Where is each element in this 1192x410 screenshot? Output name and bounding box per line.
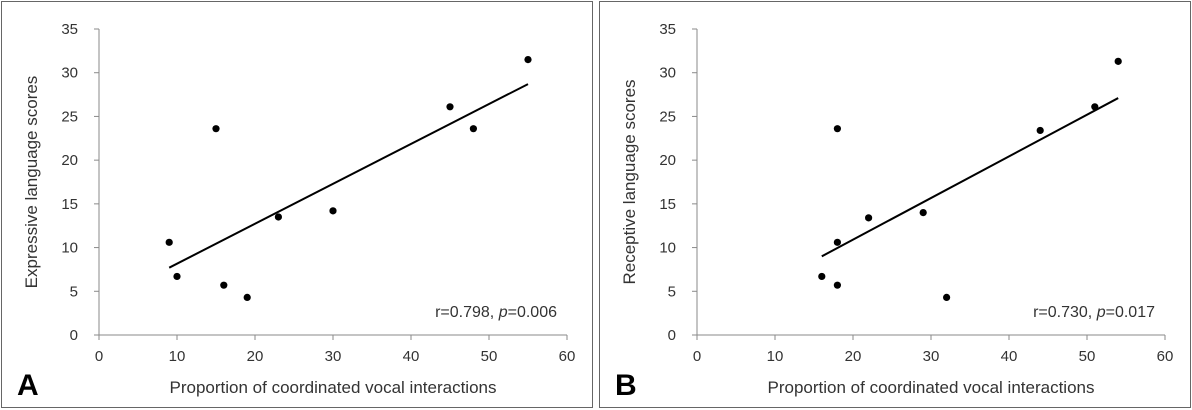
- x-axis-title: Proportion of coordinated vocal interact…: [768, 378, 1095, 397]
- x-axis-title: Proportion of coordinated vocal interact…: [170, 378, 497, 397]
- panel-label: A: [17, 369, 39, 402]
- y-tick-label: 15: [659, 196, 676, 213]
- data-point: [274, 213, 282, 221]
- y-tick-label: 0: [70, 327, 78, 344]
- data-point: [1036, 126, 1044, 135]
- y-tick-label: 5: [668, 283, 676, 300]
- data-point: [833, 125, 841, 133]
- scatter-plot-b: 0 5 10 15 20 25 30 35 0 10 20 30 40 50 60 Proportion of…: [615, 21, 1174, 402]
- x-tick-label: 50: [1079, 348, 1096, 365]
- chart-panel-a: 0 5 10 15 20 25 30 35 0 10 20 30 40 50 60 Proportion of…: [1, 1, 593, 408]
- data-point: [469, 125, 477, 133]
- correlation-annotation: r=0.798, p=0.006: [435, 304, 557, 321]
- y-tick-label: 30: [61, 65, 78, 82]
- annotation-p-symbol: p: [1096, 304, 1106, 321]
- y-axis-title: Expressive language scores: [22, 76, 41, 289]
- annotation-p-symbol: p: [498, 304, 508, 321]
- data-point: [243, 293, 251, 302]
- y-tick-label: 30: [659, 65, 676, 82]
- x-tick-label: 40: [403, 348, 420, 365]
- x-tick-label: 50: [481, 348, 498, 365]
- correlation-annotation: r=0.730, p=0.017: [1033, 304, 1155, 321]
- scatter-plot-a: 0 5 10 15 20 25 30 35 0 10 20 30 40 50 60 Proportion of…: [17, 21, 576, 402]
- annotation-prefix: r=0.730,: [1033, 304, 1097, 321]
- x-tick-label: 30: [923, 348, 940, 365]
- data-point: [919, 209, 927, 217]
- data-point: [220, 281, 228, 289]
- x-tick-label: 10: [767, 348, 784, 365]
- data-point: [212, 125, 220, 133]
- data-point: [865, 214, 873, 222]
- regression-line: [821, 97, 1119, 258]
- y-tick-label: 20: [61, 152, 78, 169]
- x-tick-label: 20: [845, 348, 862, 365]
- y-tick-label: 10: [61, 240, 78, 257]
- x-tick-label: 60: [559, 348, 576, 365]
- y-tick-label: 20: [659, 152, 676, 169]
- x-tick-label: 40: [1001, 348, 1018, 365]
- annotation-suffix: =0.006: [508, 304, 557, 321]
- x-tick-label: 60: [1157, 348, 1174, 365]
- regression-line: [168, 83, 529, 269]
- data-point: [943, 293, 951, 302]
- y-tick-label: 5: [70, 283, 78, 300]
- y-tick-label: 10: [659, 240, 676, 257]
- data-point: [833, 281, 841, 289]
- y-tick-label: 0: [668, 327, 676, 344]
- x-tick-label: 0: [95, 348, 103, 365]
- panel-label: B: [615, 369, 637, 402]
- data-point: [1091, 103, 1099, 111]
- data-point: [165, 238, 173, 246]
- data-point: [524, 56, 532, 64]
- x-tick-label: 20: [247, 348, 264, 365]
- y-tick-label: 25: [659, 108, 676, 125]
- data-point: [833, 238, 841, 246]
- data-point: [173, 272, 181, 281]
- annotation-prefix: r=0.798,: [435, 304, 499, 321]
- data-point: [1114, 57, 1122, 65]
- y-tick-label: 15: [61, 196, 78, 213]
- data-point: [446, 103, 454, 111]
- y-axis-title: Receptive language scores: [620, 79, 639, 284]
- y-tick-label: 35: [61, 21, 78, 38]
- y-tick-label: 35: [659, 21, 676, 38]
- data-point: [818, 272, 826, 281]
- annotation-suffix: =0.017: [1106, 304, 1155, 321]
- data-point: [329, 207, 337, 215]
- x-tick-label: 30: [325, 348, 342, 365]
- x-tick-label: 0: [693, 348, 701, 365]
- chart-panel-b: 0 5 10 15 20 25 30 35 0 10 20 30 40 50 60 Proportion of…: [599, 1, 1191, 408]
- x-tick-label: 10: [169, 348, 186, 365]
- y-tick-label: 25: [61, 108, 78, 125]
